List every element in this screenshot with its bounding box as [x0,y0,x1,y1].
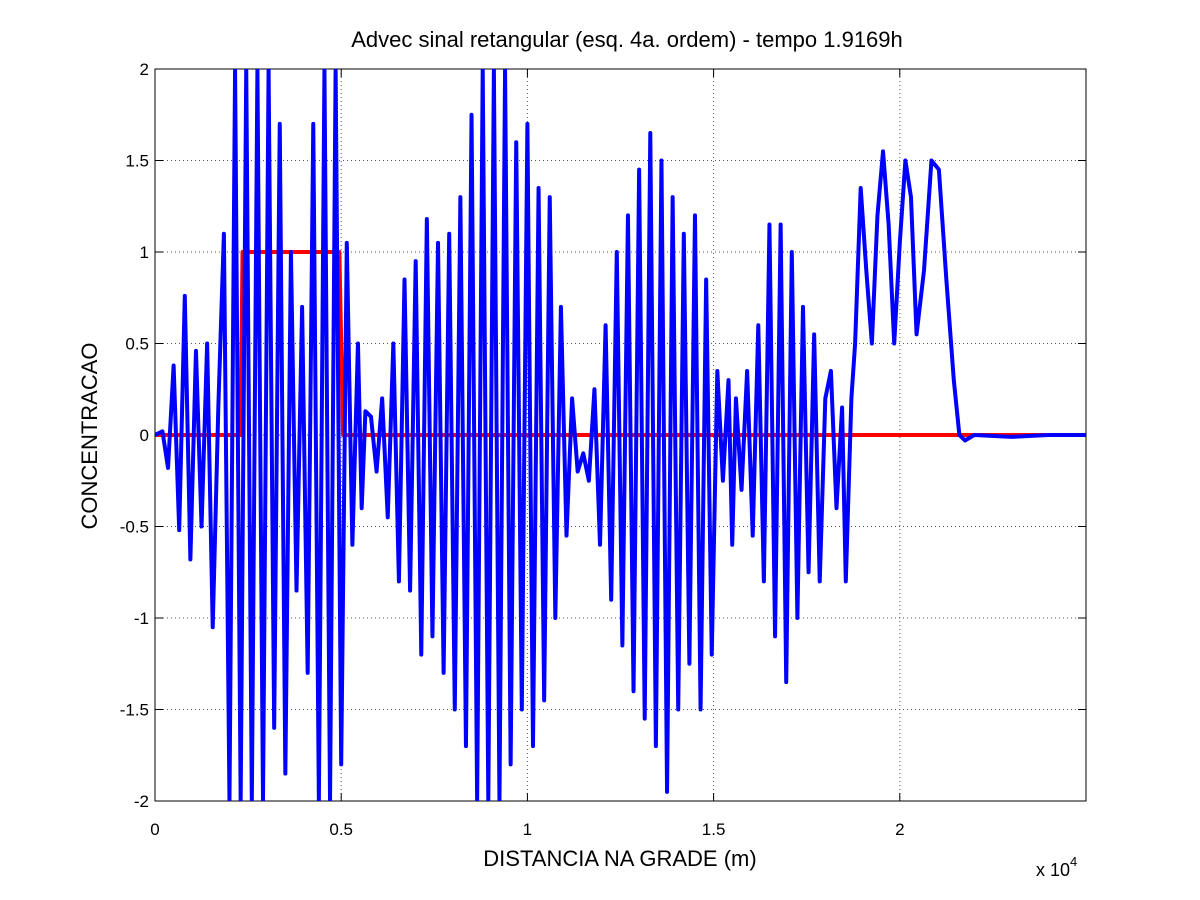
y-tick-label: 2 [140,60,149,79]
y-tick-label: 1 [140,243,149,262]
x-tick-label: 0 [150,820,159,839]
y-tick-label: -1.5 [120,701,149,720]
axis-ticks: 0 0.5 1 1.5 2 -2 -1.5 -1 -0.5 0 0.5 1 1.5 2 [120,60,1086,839]
x-tick-label: 2 [895,820,904,839]
series-line-blue [155,69,1086,801]
y-tick-label: -2 [134,792,149,811]
y-tick-label: -0.5 [120,518,149,537]
y-tick-label: 0.5 [125,335,149,354]
x-multiplier-label: x 104 [1036,854,1077,880]
y-tick-label: 1.5 [125,152,149,171]
x-tick-label: 1.5 [702,820,726,839]
x-axis-label: DISTANCIA NA GRADE (m) [483,846,756,871]
series-layer [155,69,1086,801]
x-multiplier-exponent: 4 [1070,854,1077,869]
y-axis-label: CONCENTRACAO [77,342,102,529]
x-tick-label: 1 [523,820,532,839]
chart-title: Advec sinal retangular (esq. 4a. ordem) … [351,27,903,52]
y-tick-label: 0 [140,426,149,445]
x-multiplier-base: x 10 [1036,860,1070,880]
y-tick-label: -1 [134,609,149,628]
x-tick-label: 0.5 [329,820,353,839]
